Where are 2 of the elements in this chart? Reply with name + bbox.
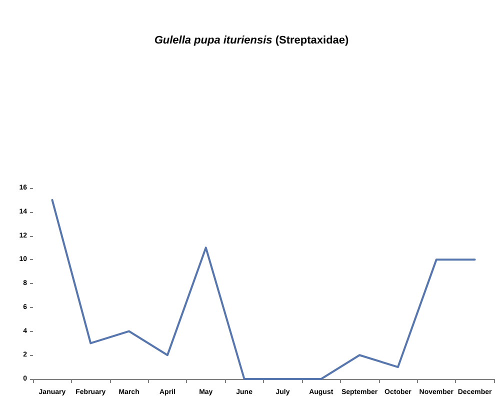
chart-title: Gulella pupa ituriensis (Streptaxidae) bbox=[154, 34, 350, 46]
line-series bbox=[51, 198, 476, 380]
